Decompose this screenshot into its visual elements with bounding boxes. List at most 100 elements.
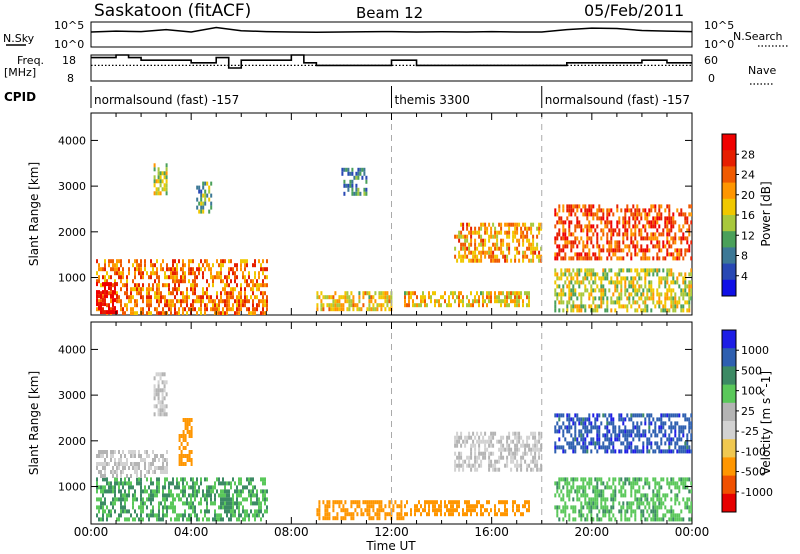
- data-cell: [122, 485, 124, 490]
- data-cell: [482, 435, 485, 440]
- data-cell: [584, 425, 587, 430]
- data-cell: [660, 517, 663, 522]
- data-cell: [178, 481, 180, 486]
- data-cell: [218, 505, 220, 510]
- data-cell: [254, 283, 256, 288]
- data-cell: [226, 505, 228, 510]
- data-cell: [606, 497, 609, 502]
- data-cell: [632, 276, 635, 281]
- data-cell: [176, 299, 178, 304]
- data-cell: [482, 451, 485, 456]
- data-cell: [190, 513, 192, 518]
- data-cell: [114, 458, 116, 462]
- data-cell: [670, 517, 673, 522]
- data-cell: [428, 504, 430, 509]
- data-cell: [246, 485, 248, 490]
- data-cell: [164, 505, 166, 510]
- data-cell: [618, 425, 621, 430]
- data-cell: [426, 303, 428, 308]
- data-cell: [264, 291, 266, 296]
- data-cell: [656, 212, 659, 217]
- data-cell: [102, 517, 104, 522]
- data-cell: [504, 258, 507, 263]
- data-cell: [530, 250, 533, 255]
- data-cell: [640, 513, 643, 518]
- data-cell: [108, 263, 110, 268]
- data-cell: [654, 244, 657, 249]
- data-cell: [488, 451, 491, 456]
- data-cell: [192, 279, 194, 284]
- data-cell: [522, 439, 525, 444]
- data-cell: [236, 283, 238, 288]
- data-cell: [206, 303, 208, 308]
- data-cell: [192, 283, 194, 288]
- data-cell: [110, 458, 112, 462]
- data-cell: [150, 489, 152, 494]
- data-cell: [490, 299, 492, 304]
- data-cell: [340, 500, 343, 505]
- data-cell: [522, 250, 525, 255]
- data-cell: [610, 413, 613, 418]
- data-cell: [590, 425, 593, 430]
- data-cell: [226, 481, 228, 486]
- data-cell: [372, 516, 375, 521]
- x-tick-label: 20:00: [575, 525, 610, 539]
- data-cell: [636, 268, 639, 273]
- data-cell: [363, 171, 366, 176]
- data-cell: [590, 481, 593, 486]
- data-cell: [620, 477, 623, 482]
- data-cell: [422, 299, 424, 304]
- data-cell: [228, 517, 230, 522]
- data-cell: [598, 425, 601, 430]
- data-cell: [564, 268, 567, 273]
- data-cell: [458, 500, 460, 505]
- data-cell: [438, 303, 440, 308]
- data-cell: [157, 400, 160, 405]
- data-cell: [596, 425, 599, 430]
- data-cell: [262, 307, 264, 312]
- data-cell: [468, 504, 470, 509]
- data-cell: [240, 493, 242, 498]
- data-cell: [654, 441, 657, 446]
- data-cell: [344, 508, 347, 513]
- data-cell: [252, 493, 254, 498]
- data-cell: [472, 504, 474, 509]
- data-cell: [612, 493, 615, 498]
- data-cell: [498, 459, 501, 464]
- data-cell: [658, 485, 661, 490]
- data-cell: [456, 508, 458, 513]
- data-cell: [594, 308, 597, 313]
- data-cell: [108, 485, 110, 490]
- data-cell: [114, 497, 116, 502]
- data-cell: [162, 517, 164, 522]
- data-cell: [196, 477, 198, 482]
- data-cell: [618, 417, 621, 422]
- data-cell: [264, 481, 266, 486]
- data-cell: [474, 299, 476, 304]
- data-cell: [582, 441, 585, 446]
- data-cell: [640, 296, 643, 301]
- data-cell: [172, 279, 174, 284]
- data-cell: [686, 505, 689, 510]
- data-cell: [486, 447, 489, 452]
- data-cell: [104, 450, 106, 454]
- data-cell: [124, 481, 126, 486]
- data-cell: [634, 228, 637, 233]
- data-cell: [376, 508, 379, 513]
- data-cell: [158, 458, 160, 462]
- data-cell: [632, 204, 635, 209]
- data-cell: [208, 197, 211, 202]
- data-cell: [170, 505, 172, 510]
- data-cell: [560, 272, 563, 277]
- data-cell: [590, 441, 593, 446]
- data-cell: [198, 501, 200, 506]
- data-cell: [584, 437, 587, 442]
- data-cell: [182, 481, 184, 486]
- data-cell: [328, 504, 331, 509]
- data-cell: [528, 299, 530, 304]
- data-cell: [260, 299, 262, 304]
- data-cell: [596, 501, 599, 506]
- data-cell: [104, 497, 106, 502]
- data-cell: [148, 466, 150, 470]
- data-cell: [250, 287, 252, 292]
